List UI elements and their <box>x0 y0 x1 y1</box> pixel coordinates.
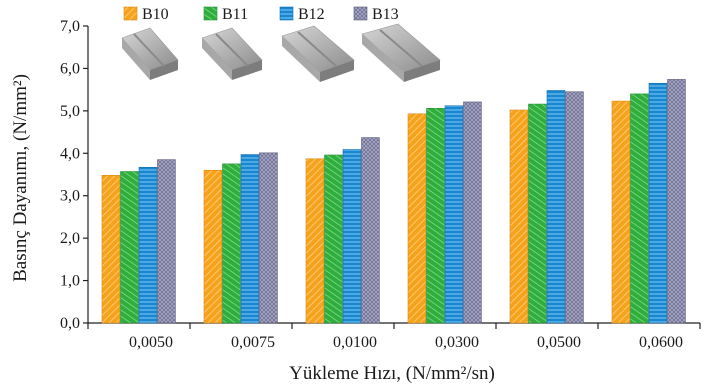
legend-swatch-b13 <box>353 6 368 21</box>
x-tick-label: 0,0100 <box>333 334 377 351</box>
y-tick-label: 2,0 <box>60 230 80 247</box>
x-tick-label: 0,0050 <box>129 334 173 351</box>
bar-b10-1 <box>203 169 223 324</box>
bar-series-group <box>101 79 686 324</box>
legend-swatch-b10 <box>123 6 138 21</box>
y-axis: 0,0 1,0 2,0 3,0 4,0 5,0 6,0 7,0 <box>60 18 89 332</box>
block-image-b10 <box>121 27 179 80</box>
y-tick-label: 0,0 <box>60 315 80 332</box>
bar-b12-5 <box>648 82 668 324</box>
bar-b11-3 <box>426 108 445 324</box>
x-tick-label: 0,0500 <box>537 334 581 351</box>
x-axis: 0,0050 0,0075 0,0100 0,0300 0,0500 0,0600 <box>87 322 701 351</box>
y-tick-label: 3,0 <box>60 188 80 205</box>
bar-b12-1 <box>240 154 260 324</box>
bar-b10-3 <box>407 113 427 324</box>
legend-label-b12: B12 <box>298 6 325 23</box>
bar-b13-0 <box>157 159 176 324</box>
legend-label-b10: B10 <box>142 6 169 23</box>
y-tick-label: 6,0 <box>60 60 80 77</box>
x-tick-label: 0,0600 <box>639 334 683 351</box>
bar-b12-2 <box>342 149 362 324</box>
bar-b13-3 <box>463 101 482 324</box>
bar-b13-1 <box>259 152 278 324</box>
legend-label-b13: B13 <box>372 6 399 23</box>
bar-b13-4 <box>565 91 584 324</box>
x-tick-label: 0,0075 <box>231 334 275 351</box>
legend: B10 B11 B12 B13 <box>123 6 399 23</box>
bar-b10-5 <box>611 100 631 324</box>
block-image-b12 <box>281 25 355 82</box>
bar-b12-0 <box>138 166 158 324</box>
bar-b11-1 <box>222 163 241 324</box>
y-axis-title: Basınç Dayanımı, (N/mm²) <box>10 74 31 282</box>
bar-b10-0 <box>101 175 121 324</box>
bar-b12-3 <box>444 105 464 324</box>
bar-b11-5 <box>630 93 649 324</box>
block-images <box>121 23 441 82</box>
x-axis-title: Yükleme Hızı, (N/mm²/sn) <box>289 363 495 384</box>
block-image-b13 <box>361 23 441 82</box>
bar-b11-2 <box>324 154 343 324</box>
legend-label-b11: B11 <box>222 6 248 23</box>
legend-swatch-b12 <box>279 6 294 21</box>
legend-swatch-b11 <box>203 6 218 21</box>
x-tick-label: 0,0300 <box>435 334 479 351</box>
y-tick-label: 5,0 <box>60 103 80 120</box>
y-tick-label: 4,0 <box>60 145 80 162</box>
y-tick-label: 1,0 <box>60 273 80 290</box>
bar-b10-4 <box>509 109 529 324</box>
bar-b11-0 <box>120 171 139 324</box>
bar-b10-2 <box>305 158 325 324</box>
bar-b13-2 <box>361 137 380 324</box>
bar-b13-5 <box>667 79 686 324</box>
bar-b12-4 <box>546 90 566 324</box>
y-tick-label: 7,0 <box>60 18 80 35</box>
block-image-b11 <box>201 27 263 80</box>
bar-b11-4 <box>528 103 547 324</box>
